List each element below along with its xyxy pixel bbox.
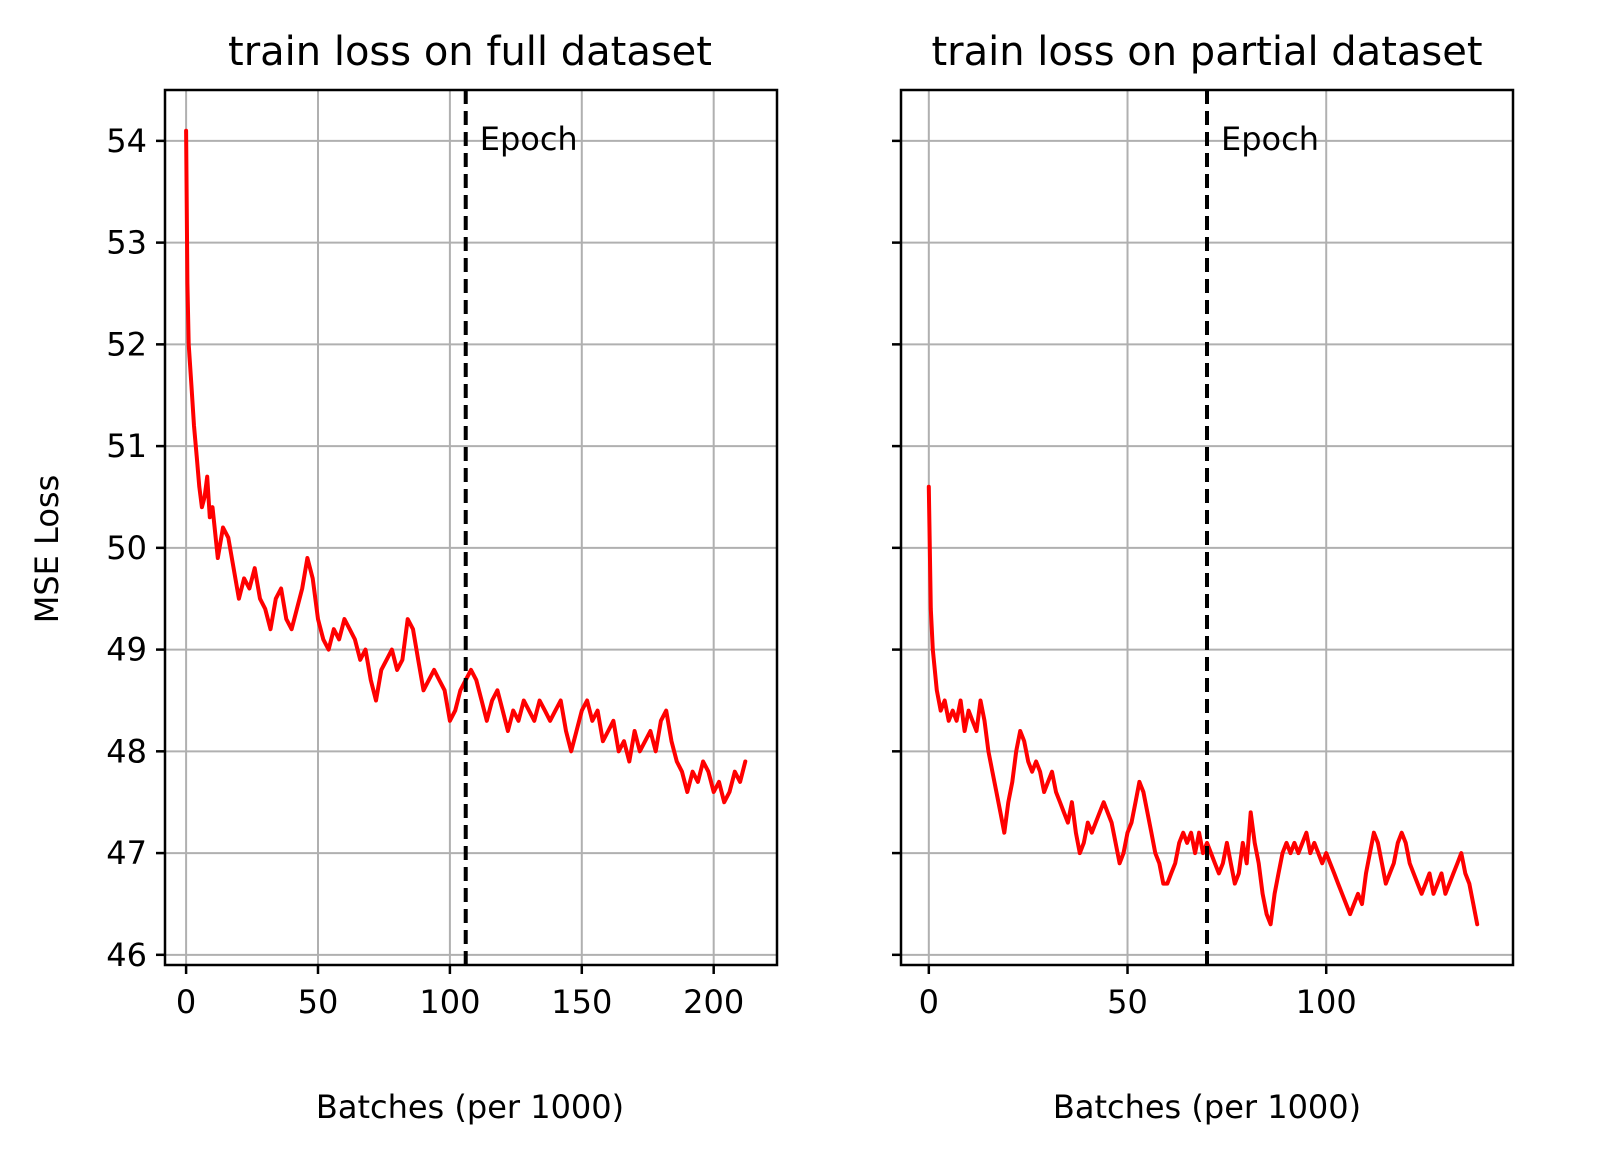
x-tick-label: 50 bbox=[298, 983, 339, 1021]
y-tick-label: 47 bbox=[106, 834, 147, 872]
chart-title: train loss on full dataset bbox=[228, 29, 712, 75]
x-tick-label: 50 bbox=[1107, 983, 1148, 1021]
y-tick-label: 48 bbox=[106, 732, 147, 770]
x-tick-label: 200 bbox=[683, 983, 744, 1021]
y-tick-label: 46 bbox=[106, 936, 147, 974]
epoch-annotation: Epoch bbox=[1221, 120, 1319, 158]
loss-line bbox=[184, 128, 748, 805]
y-tick-label: 50 bbox=[106, 529, 147, 567]
x-tick-label: 100 bbox=[1296, 983, 1357, 1021]
x-axis-label: Batches (per 1000) bbox=[1053, 1088, 1361, 1126]
y-tick-label: 51 bbox=[106, 427, 147, 465]
loss-line bbox=[926, 484, 1480, 927]
ticks: 0 50 100 bbox=[892, 139, 1357, 1021]
y-axis-label: MSE Loss bbox=[28, 475, 66, 624]
chart-panel-partial-dataset: train loss on partial dataset Batches (p… bbox=[892, 29, 1515, 1126]
epoch-annotation: Epoch bbox=[480, 120, 578, 158]
x-tick-label: 100 bbox=[419, 983, 480, 1021]
plot-frame bbox=[163, 88, 779, 967]
x-tick-label: 0 bbox=[176, 983, 196, 1021]
y-tick-label: 52 bbox=[106, 325, 147, 363]
plot-frame bbox=[899, 88, 1515, 967]
chart-panel-full-dataset: train loss on full dataset Batches (per … bbox=[28, 29, 779, 1126]
y-tick-label: 53 bbox=[106, 224, 147, 262]
y-tick-label: 54 bbox=[106, 122, 147, 160]
x-tick-label: 0 bbox=[919, 983, 939, 1021]
x-tick-label: 150 bbox=[551, 983, 612, 1021]
y-tick-label: 49 bbox=[106, 631, 147, 669]
x-axis-label: Batches (per 1000) bbox=[316, 1088, 624, 1126]
ticks: 0 50 100 150 200 46 47 48 49 50 51 52 53 54 bbox=[106, 122, 744, 1021]
chart-title: train loss on partial dataset bbox=[931, 29, 1482, 75]
grid bbox=[165, 90, 777, 965]
